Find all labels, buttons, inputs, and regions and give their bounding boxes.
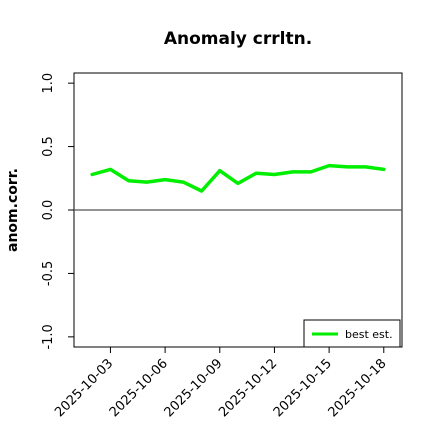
y-axis-label: anom.corr.: [5, 168, 21, 252]
legend-label-best-est: best est.: [345, 328, 393, 341]
series-layer: [74, 163, 402, 211]
x-tick-label: 2025-10-18: [326, 356, 390, 420]
y-tick-label: 0.5: [41, 136, 56, 157]
legend: best est.: [303, 319, 401, 348]
y-tick-label: -0.5: [41, 261, 56, 286]
chart-title: Anomaly crrltn.: [164, 29, 312, 49]
series-line-best-est: [90, 163, 386, 193]
y-axis: -1.0 -0.5 0.0 0.5 1.0: [41, 73, 74, 350]
x-axis: 2025-10-032025-10-062025-10-092025-10-12…: [52, 347, 390, 420]
y-tick-label: 1.0: [41, 73, 56, 94]
y-tick-label: -1.0: [41, 324, 56, 349]
y-tick-label: 0.0: [41, 200, 56, 221]
